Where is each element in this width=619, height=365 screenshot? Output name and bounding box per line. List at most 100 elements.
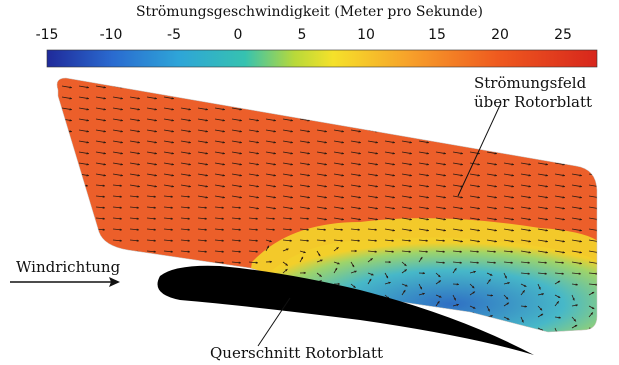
velocity-arrow-head bbox=[528, 207, 531, 210]
velocity-arrow-head bbox=[409, 152, 412, 155]
velocity-arrow-head bbox=[136, 283, 139, 286]
velocity-arrow-head bbox=[408, 239, 411, 242]
velocity-arrow-head bbox=[494, 152, 497, 155]
velocity-arrow-head bbox=[255, 261, 258, 264]
velocity-arrow-head bbox=[290, 86, 293, 89]
velocity-arrow-head bbox=[154, 174, 157, 177]
velocity-arrow-head bbox=[137, 119, 140, 122]
velocity-arrow bbox=[61, 250, 72, 253]
velocity-arrow-head bbox=[443, 152, 446, 155]
velocity-arrow bbox=[554, 327, 558, 332]
velocity-arrow-head bbox=[370, 329, 373, 332]
velocity-arrow bbox=[401, 85, 412, 89]
velocity-arrow-head bbox=[120, 108, 123, 111]
velocity-arrow-head bbox=[562, 152, 565, 155]
colorbar-tick: -5 bbox=[167, 27, 181, 43]
velocity-arrow-head bbox=[528, 196, 531, 199]
velocity-arrow-head bbox=[188, 152, 191, 155]
velocity-arrow-head bbox=[266, 322, 269, 326]
velocity-arrow-head bbox=[85, 305, 88, 308]
velocity-arrow-head bbox=[205, 119, 208, 122]
velocity-arrow bbox=[588, 118, 597, 122]
velocity-arrow bbox=[78, 206, 89, 209]
velocity-arrow-head bbox=[256, 174, 259, 177]
velocity-arrow-head bbox=[68, 228, 71, 231]
velocity-arrow bbox=[180, 85, 191, 89]
velocity-arrow-head bbox=[102, 206, 105, 209]
velocity-arrow-head bbox=[102, 195, 105, 198]
velocity-arrow-head bbox=[222, 185, 225, 188]
velocity-arrow-head bbox=[289, 228, 292, 231]
velocity-arrow-head bbox=[154, 130, 157, 133]
velocity-arrow-head bbox=[511, 240, 514, 243]
velocity-arrow-head bbox=[476, 250, 479, 253]
velocity-arrow-head bbox=[341, 207, 344, 210]
velocity-arrow-head bbox=[562, 141, 565, 144]
velocity-arrow-head bbox=[255, 327, 258, 330]
velocity-arrow-head bbox=[354, 270, 357, 273]
velocity-arrow-head bbox=[426, 152, 429, 155]
colorbar-tick: 20 bbox=[491, 27, 509, 43]
velocity-arrow bbox=[588, 217, 597, 221]
velocity-arrow bbox=[452, 118, 463, 122]
velocity-arrow-head bbox=[358, 119, 361, 122]
velocity-arrow-head bbox=[358, 141, 361, 144]
velocity-arrow-head bbox=[136, 206, 139, 209]
velocity-arrow-head bbox=[477, 130, 480, 133]
velocity-arrow-head bbox=[102, 327, 105, 330]
velocity-arrow-head bbox=[557, 295, 561, 298]
velocity-arrow-head bbox=[545, 229, 548, 232]
velocity-arrow-head bbox=[239, 141, 242, 144]
velocity-arrow-head bbox=[511, 218, 514, 221]
velocity-arrow-head bbox=[153, 305, 156, 308]
velocity-arrow-head bbox=[511, 229, 514, 232]
velocity-arrow-head bbox=[388, 260, 391, 264]
velocity-arrow-head bbox=[375, 218, 378, 221]
velocity-arrow bbox=[180, 316, 191, 319]
velocity-arrow bbox=[197, 327, 208, 330]
velocity-arrow-head bbox=[119, 239, 122, 242]
velocity-arrow-head bbox=[273, 163, 276, 166]
velocity-arrow-head bbox=[556, 301, 559, 304]
velocity-arrow-head bbox=[171, 130, 174, 133]
velocity-arrow-head bbox=[375, 108, 378, 111]
velocity-arrow-head bbox=[153, 261, 156, 264]
velocity-arrow-head bbox=[358, 130, 361, 133]
velocity-arrow bbox=[452, 96, 463, 100]
velocity-arrow-head bbox=[154, 108, 157, 111]
velocity-arrow-head bbox=[341, 152, 344, 155]
velocity-arrow-head bbox=[541, 293, 544, 296]
velocity-arrow-head bbox=[238, 217, 241, 220]
velocity-arrow-head bbox=[102, 217, 105, 220]
velocity-arrow-head bbox=[374, 250, 377, 253]
velocity-arrow-head bbox=[443, 119, 446, 122]
velocity-arrow-head bbox=[290, 207, 293, 210]
velocity-arrow-head bbox=[85, 327, 88, 330]
velocity-arrow-head bbox=[187, 195, 190, 198]
velocity-arrow-head bbox=[222, 163, 225, 166]
velocity-arrow-head bbox=[477, 240, 480, 243]
velocity-arrow-head bbox=[562, 207, 565, 210]
velocity-arrow-head bbox=[341, 108, 344, 111]
velocity-arrow bbox=[248, 316, 259, 319]
velocity-arrow-head bbox=[239, 174, 242, 177]
velocity-arrow-head bbox=[528, 240, 531, 243]
velocity-arrow-head bbox=[222, 174, 225, 177]
velocity-arrow-head bbox=[596, 119, 597, 122]
velocity-arrow bbox=[231, 316, 242, 319]
velocity-arrow-head bbox=[320, 259, 323, 262]
velocity-arrow-head bbox=[494, 240, 497, 243]
velocity-arrow-head bbox=[443, 86, 446, 89]
velocity-arrow bbox=[316, 327, 321, 332]
velocity-arrow-head bbox=[596, 152, 597, 155]
velocity-arrow bbox=[163, 327, 174, 330]
velocity-arrow-head bbox=[86, 163, 89, 166]
velocity-arrow bbox=[214, 316, 225, 319]
velocity-arrow-head bbox=[119, 305, 122, 308]
velocity-arrow-head bbox=[592, 327, 595, 330]
velocity-arrow-head bbox=[239, 185, 242, 188]
velocity-arrow-head bbox=[85, 217, 88, 220]
velocity-arrow bbox=[537, 151, 548, 155]
velocity-arrow-head bbox=[119, 228, 122, 231]
